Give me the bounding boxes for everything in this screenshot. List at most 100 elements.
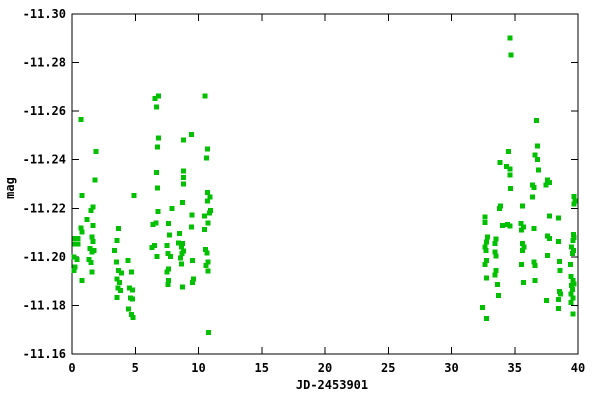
y-tick-label: -11.18 xyxy=(23,298,66,312)
data-point xyxy=(492,272,498,278)
data-point xyxy=(79,192,85,198)
data-point xyxy=(205,220,211,226)
data-point xyxy=(117,288,123,294)
data-point xyxy=(113,259,119,265)
data-point xyxy=(155,144,161,150)
data-point xyxy=(190,258,196,263)
data-point xyxy=(180,284,186,290)
data-point xyxy=(78,225,84,231)
data-point xyxy=(508,52,514,58)
data-point xyxy=(130,287,136,293)
data-point xyxy=(189,132,195,138)
y-tick-label: -11.16 xyxy=(23,347,66,361)
data-point xyxy=(482,214,488,220)
data-point xyxy=(544,298,550,304)
data-point xyxy=(152,242,158,248)
data-point xyxy=(84,216,90,222)
data-point xyxy=(205,146,211,152)
data-point xyxy=(114,276,120,282)
data-point xyxy=(494,282,500,288)
data-point xyxy=(126,285,132,291)
data-point xyxy=(497,160,503,166)
data-point xyxy=(557,267,563,273)
data-point xyxy=(482,220,488,226)
x-tick-label: 5 xyxy=(132,361,139,375)
x-tick-label: 25 xyxy=(381,361,395,375)
data-point xyxy=(154,169,160,175)
data-point xyxy=(131,192,137,198)
data-point xyxy=(153,220,159,226)
data-point xyxy=(484,239,490,245)
data-point xyxy=(166,278,172,284)
data-point xyxy=(155,93,161,99)
data-point xyxy=(128,269,134,275)
data-point xyxy=(521,244,527,250)
data-point xyxy=(205,190,211,196)
data-point xyxy=(202,247,208,253)
data-point xyxy=(484,275,490,281)
x-tick-label: 0 xyxy=(68,361,75,375)
data-point xyxy=(484,234,490,240)
data-point xyxy=(531,185,537,191)
data-point xyxy=(546,236,552,242)
data-point xyxy=(155,185,161,191)
data-point xyxy=(167,253,173,259)
data-point xyxy=(543,182,549,188)
data-point xyxy=(179,251,185,257)
data-point xyxy=(556,258,562,264)
data-point xyxy=(203,262,209,268)
y-tick-label: -11.24 xyxy=(23,153,66,167)
data-point xyxy=(125,258,131,263)
data-point xyxy=(90,238,96,244)
data-point xyxy=(72,264,78,270)
data-point xyxy=(206,330,212,336)
x-tick-label: 40 xyxy=(571,361,585,375)
data-point xyxy=(570,247,576,253)
data-point xyxy=(165,282,171,288)
data-point xyxy=(570,232,576,238)
data-point xyxy=(520,279,526,285)
data-point xyxy=(114,294,120,300)
data-point xyxy=(86,257,92,263)
data-point xyxy=(79,229,85,235)
data-point xyxy=(176,240,182,246)
x-tick-label: 10 xyxy=(191,361,205,375)
data-point xyxy=(546,180,552,186)
data-point xyxy=(500,222,506,228)
x-tick-label: 20 xyxy=(318,361,332,375)
data-point xyxy=(116,279,122,285)
data-point xyxy=(534,157,540,163)
data-point xyxy=(180,181,186,187)
data-point xyxy=(150,221,156,227)
data-point xyxy=(544,252,550,258)
data-point xyxy=(493,253,499,259)
data-point xyxy=(202,93,208,99)
data-point xyxy=(570,278,576,284)
data-point xyxy=(155,135,161,141)
data-point xyxy=(165,251,171,257)
data-point xyxy=(130,296,136,302)
data-point xyxy=(180,175,186,181)
data-point xyxy=(118,270,124,276)
data-point xyxy=(126,306,132,312)
data-point xyxy=(504,164,510,170)
y-tick-label: -11.20 xyxy=(23,250,66,264)
data-point xyxy=(483,247,489,253)
data-point xyxy=(520,224,526,230)
data-point xyxy=(204,250,210,256)
data-point xyxy=(180,137,186,143)
y-tick-label: -11.26 xyxy=(23,104,66,118)
data-point xyxy=(484,258,490,263)
data-point xyxy=(90,204,96,210)
data-point xyxy=(88,208,94,214)
data-point xyxy=(493,267,499,273)
data-point xyxy=(568,262,574,268)
data-point xyxy=(114,237,120,243)
data-point xyxy=(71,267,77,273)
data-point xyxy=(191,276,197,282)
data-point xyxy=(93,148,99,154)
x-axis-label: JD-2453901 xyxy=(296,378,368,392)
data-point xyxy=(555,305,561,311)
data-point xyxy=(520,203,526,209)
